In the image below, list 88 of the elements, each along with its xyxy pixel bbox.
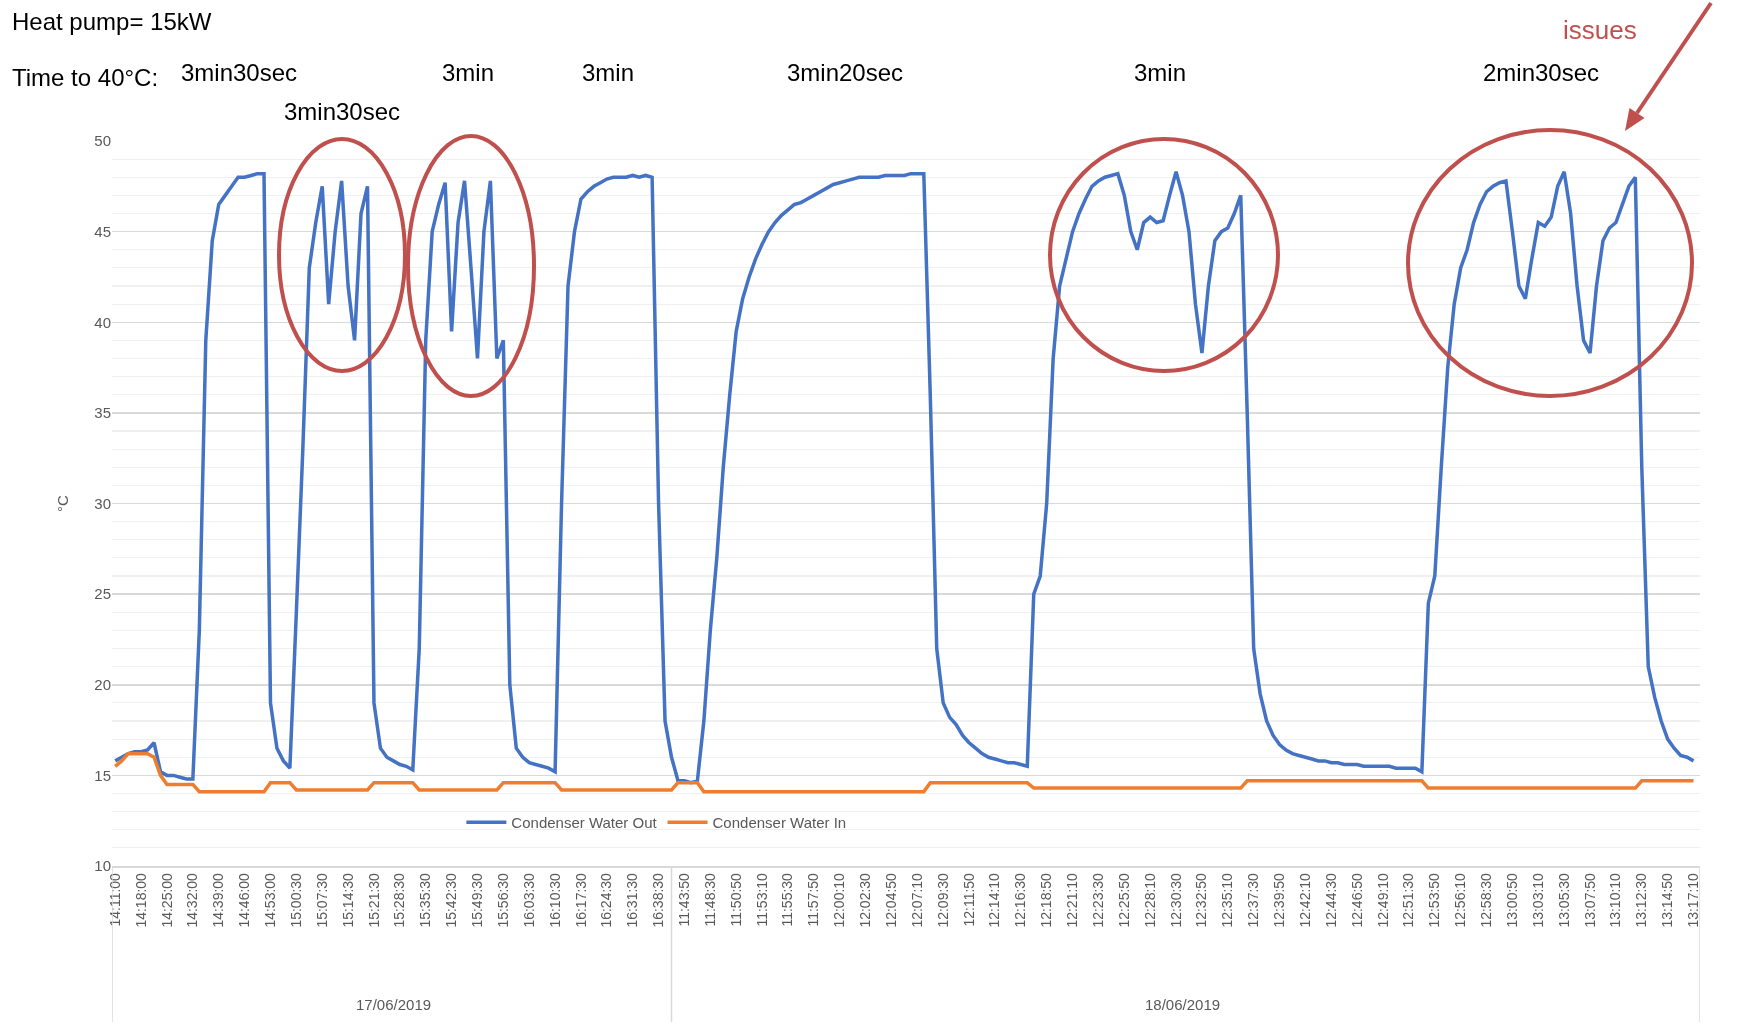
- x-tick-label: 13:05:30: [1555, 872, 1572, 928]
- x-tick-label: 13:14:50: [1659, 872, 1676, 928]
- x-tick-label: 13:00:50: [1503, 872, 1520, 928]
- x-tick-label: 11:55:30: [779, 872, 796, 927]
- line-series: [113, 751, 1696, 794]
- text: 3min30sec: [284, 98, 401, 125]
- x-tick-label: 12:46:50: [1348, 872, 1365, 928]
- x-tick-label: 16:10:30: [546, 872, 563, 928]
- y-tick-label: 15: [94, 766, 111, 784]
- x-tick-label: 13:07:50: [1581, 872, 1598, 928]
- text: 18/06/2019: [1145, 996, 1221, 1013]
- x-tick-label: 12:14:10: [986, 872, 1003, 928]
- x-tick-label: 11:50:50: [727, 872, 744, 927]
- x-tick-label: 12:21:10: [1064, 872, 1081, 928]
- text: 3min: [442, 59, 495, 86]
- y-tick-label: 30: [94, 494, 111, 512]
- x-tick-label: 12:18:50: [1038, 872, 1055, 928]
- y-tick-label: 10: [94, 857, 111, 875]
- x-tick-label: 12:53:50: [1426, 872, 1443, 928]
- x-tick-label: 15:56:30: [494, 872, 511, 928]
- x-tick-label: 12:35:10: [1219, 872, 1236, 928]
- x-tick-label: 16:03:30: [520, 872, 537, 928]
- x-tick-label: 12:04:50: [883, 872, 899, 928]
- x-tick-label: 15:28:30: [391, 872, 408, 928]
- x-tick-label: 12:02:30: [857, 872, 874, 928]
- x-tick-label: 12:07:10: [908, 872, 925, 928]
- x-tick-label: 12:44:30: [1322, 872, 1339, 928]
- x-tick-label: 13:10:10: [1607, 872, 1624, 928]
- text: 3min: [582, 59, 635, 86]
- x-tick-label: 13:03:10: [1529, 872, 1546, 928]
- x-tick-label: 11:43:50: [676, 872, 693, 927]
- x-tick-label: 13:17:10: [1685, 872, 1702, 928]
- x-tick-label: 15:07:30: [313, 872, 330, 928]
- x-tick-label: 12:11:50: [960, 872, 977, 927]
- x-tick-label: 15:00:30: [287, 872, 304, 928]
- line-series: [113, 170, 1696, 785]
- x-tick-label: 12:58:30: [1478, 872, 1495, 928]
- y-tick-label: 25: [94, 585, 111, 603]
- y-axis-title: °C: [53, 494, 71, 512]
- text: 3min: [1134, 59, 1187, 86]
- x-tick-label: 12:00:10: [831, 872, 848, 928]
- x-tick-label: 12:28:10: [1141, 872, 1158, 928]
- x-tick-label: 12:51:30: [1400, 872, 1417, 928]
- x-tick-label: 15:21:30: [365, 872, 382, 928]
- x-tick-label: 12:49:10: [1374, 872, 1391, 928]
- x-tick-label: 14:11:00: [106, 872, 123, 927]
- x-tick-label: 15:49:30: [469, 872, 486, 928]
- x-tick-label: 14:25:00: [158, 872, 175, 928]
- x-tick-label: 12:16:30: [1012, 872, 1029, 928]
- x-tick-label: 12:56:10: [1452, 872, 1469, 928]
- legend-label: Condenser Water Out: [511, 814, 658, 832]
- x-tick-label: 12:25:50: [1115, 872, 1132, 928]
- text: 2min30sec: [1483, 59, 1600, 86]
- x-tick-label: 12:39:50: [1271, 872, 1288, 928]
- x-tick-label: 11:48:30: [701, 872, 718, 927]
- y-tick-label: 40: [94, 313, 111, 331]
- text: Heat pump= 15kW: [12, 8, 212, 35]
- x-tick-label: 15:35:30: [417, 872, 434, 928]
- y-tick-label: 50: [94, 132, 111, 150]
- text: issues: [1563, 15, 1637, 45]
- x-tick-label: 12:23:30: [1089, 872, 1106, 928]
- x-tick-label: 16:17:30: [572, 872, 589, 928]
- text: Time to 40°C:: [12, 64, 159, 91]
- x-tick-label: 14:39:00: [210, 872, 227, 928]
- x-tick-label: 14:46:00: [236, 872, 253, 928]
- x-tick-label: 13:12:30: [1633, 872, 1650, 928]
- x-tick-label: 15:42:30: [443, 872, 460, 928]
- x-tick-label: 11:53:10: [753, 872, 770, 927]
- x-tick-label: 12:37:30: [1245, 872, 1262, 928]
- y-tick-label: 20: [94, 676, 111, 693]
- text: 17/06/2019: [356, 996, 432, 1013]
- x-tick-label: 16:24:30: [598, 872, 615, 928]
- x-tick-label: 12:42:10: [1296, 872, 1313, 928]
- x-tick-label: 11:57:50: [805, 872, 822, 927]
- x-tick-label: 12:30:30: [1167, 872, 1184, 928]
- legend-label: Condenser Water In: [712, 814, 847, 832]
- y-tick-label: 45: [94, 222, 111, 240]
- x-tick-label: 16:38:30: [650, 872, 667, 928]
- text: 3min20sec: [787, 59, 904, 86]
- x-tick-label: 16:31:30: [624, 872, 641, 928]
- x-tick-label: 12:32:50: [1193, 872, 1210, 928]
- x-tick-label: 15:14:30: [339, 872, 356, 928]
- y-tick-label: 35: [94, 404, 111, 422]
- x-tick-label: 12:09:30: [934, 872, 951, 928]
- x-tick-label: 14:18:00: [132, 872, 149, 928]
- x-tick-label: 14:32:00: [184, 872, 201, 928]
- x-tick-label: 14:53:00: [262, 872, 279, 928]
- text: 3min30sec: [181, 59, 298, 86]
